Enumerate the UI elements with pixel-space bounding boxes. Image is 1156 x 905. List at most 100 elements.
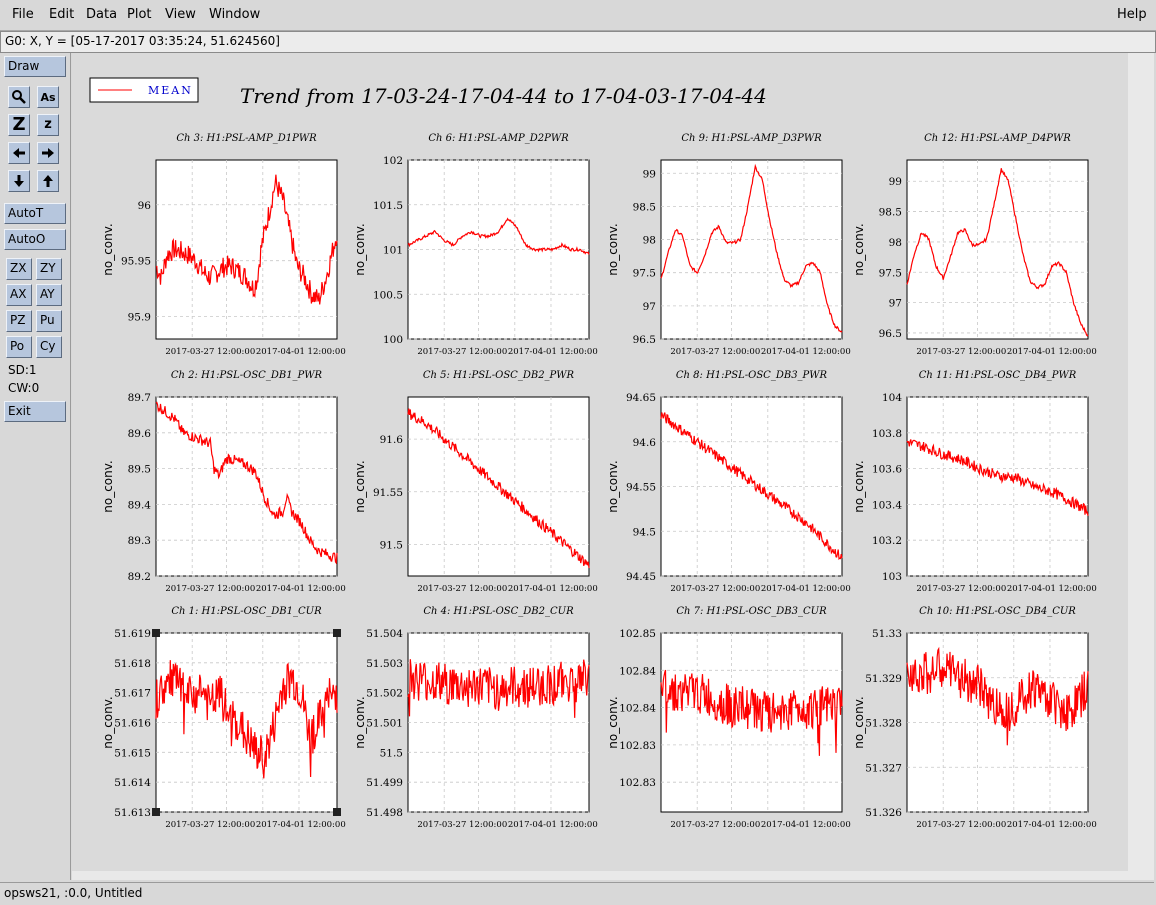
series-line-mean [407, 217, 590, 255]
pan-up-button[interactable] [37, 170, 59, 192]
y-tick-label: 89.7 [128, 392, 151, 404]
legend-text: MEAN [148, 84, 193, 97]
pz-button[interactable]: PZ [6, 310, 32, 332]
coordinate-readout: G0: X, Y = [05-17-2017 03:35:24, 51.6245… [5, 34, 280, 48]
menu-edit[interactable]: Edit [49, 7, 75, 22]
autoo-button[interactable]: AutoO [4, 229, 66, 250]
y-tick-label: 51.618 [114, 658, 151, 670]
pan-left-button[interactable] [8, 142, 30, 164]
ax-button[interactable]: AX [6, 284, 32, 306]
series-line-mean [906, 646, 1089, 746]
y-tick-label: 97.5 [879, 267, 902, 279]
y-tick-label: 91.5 [380, 539, 403, 551]
zoom-out-button[interactable]: z [37, 114, 59, 136]
y-tick-label: 51.617 [114, 688, 151, 700]
zx-button[interactable]: ZX [6, 258, 32, 280]
zoom-in-button[interactable]: Z [8, 114, 30, 136]
x-tick-label: 2017-04-01 12:00:00 [508, 820, 598, 830]
zoom-tool-button[interactable] [8, 86, 30, 108]
pan-down-button[interactable] [8, 170, 30, 192]
x-tick-label: 2017-04-01 12:00:00 [508, 347, 598, 357]
y-tick-label: 94.55 [626, 482, 656, 494]
y-tick-label: 94.65 [626, 392, 656, 404]
menu-data[interactable]: Data [86, 7, 118, 22]
x-tick-label: 2017-03-27 12:00:00 [670, 584, 760, 594]
draw-button-label: Draw [8, 59, 40, 73]
pan-right-button[interactable] [37, 142, 59, 164]
y-tick-label: 51.502 [366, 688, 403, 700]
ay-button-label: AY [40, 287, 55, 301]
y-tick-label: 103.8 [872, 428, 902, 440]
y-tick-label: 51.613 [114, 807, 151, 819]
pu-button[interactable]: Pu [36, 310, 62, 332]
cy-button[interactable]: Cy [36, 336, 62, 358]
autoo-button-label: AutoO [8, 232, 46, 246]
y-tick-label: 51.614 [114, 777, 151, 789]
ax-button-label: AX [10, 287, 27, 301]
arrow-up-icon [43, 175, 53, 187]
arrow-right-icon [42, 148, 54, 158]
chart-title: Trend from 17-03-24-17-04-44 to 17-04-03… [240, 84, 767, 108]
x-tick-label: 2017-03-27 12:00:00 [165, 584, 255, 594]
menu-help[interactable]: Help [1117, 7, 1147, 22]
y-tick-label: 99 [643, 168, 656, 180]
menu-window[interactable]: Window [209, 7, 261, 22]
chart-name: Ch 6: H1:PSL-AMP_D2PWR [428, 133, 569, 144]
trend-plots[interactable]: MEAN Trend from 17-03-24-17-04-44 to 17-0… [72, 53, 1128, 871]
chart-panel: Ch 2: H1:PSL-OSC_DB1_PWR 89.2 89.3 89.4 89.5… [101, 370, 346, 594]
y-tick-label: 98 [889, 237, 902, 249]
y-tick-label: 95.9 [128, 312, 151, 324]
series-line-mean [906, 168, 1089, 337]
chart-panel: Ch 10: H1:PSL-OSC_DB4_CUR 51.326 51.327 51.… [852, 606, 1097, 830]
y-tick-label: 102.83 [619, 740, 656, 752]
chart-panel: Ch 4: H1:PSL-OSC_DB2_CUR 51.498 51.499 51.5… [353, 606, 598, 830]
plot-frame [155, 159, 338, 340]
chart-panel: Ch 5: H1:PSL-OSC_DB2_PWR 91.5 91.55 91.6 201… [353, 370, 598, 594]
y-tick-label: 91.6 [380, 434, 404, 446]
y-axis-label: no_conv. [353, 460, 367, 512]
series-line-mean [660, 412, 843, 561]
arrow-left-icon [13, 148, 25, 158]
y-axis-label: no_conv. [101, 696, 115, 748]
y-tick-label: 98.5 [633, 201, 656, 213]
x-tick-label: 2017-03-27 12:00:00 [916, 820, 1006, 830]
x-tick-label: 2017-04-01 12:00:00 [761, 347, 851, 357]
x-tick-label: 2017-04-01 12:00:00 [256, 820, 346, 830]
y-tick-label: 95.95 [121, 256, 151, 268]
chart-panel: Ch 12: H1:PSL-AMP_D4PWR 96.5 97 97.5 98 98.5 9… [852, 133, 1097, 357]
plot-frame [660, 159, 843, 340]
ay-button[interactable]: AY [36, 284, 62, 306]
status-bar: opsws21, :0.0, Untitled [0, 882, 1154, 904]
menu-plot[interactable]: Plot [127, 7, 152, 22]
draw-button[interactable]: Draw [4, 56, 66, 77]
x-tick-label: 2017-03-27 12:00:00 [417, 584, 507, 594]
y-axis-label: no_conv. [852, 696, 866, 748]
chart-name: Ch 2: H1:PSL-OSC_DB1_PWR [171, 370, 323, 381]
x-tick-label: 2017-04-01 12:00:00 [761, 584, 851, 594]
series-line-mean [155, 660, 338, 779]
menu-view[interactable]: View [165, 7, 196, 22]
zoom-out-label: z [44, 117, 52, 132]
x-tick-label: 2017-03-27 12:00:00 [670, 820, 760, 830]
plot-frame [906, 396, 1089, 577]
x-tick-label: 2017-03-27 12:00:00 [165, 347, 255, 357]
chart-name: Ch 4: H1:PSL-OSC_DB2_CUR [423, 606, 574, 617]
y-axis-label: no_conv. [852, 223, 866, 275]
menu-file[interactable]: File [12, 7, 34, 22]
y-tick-label: 89.3 [128, 535, 151, 547]
exit-button[interactable]: Exit [4, 401, 66, 422]
coordinate-readout-bar: G0: X, Y = [05-17-2017 03:35:24, 51.6245… [0, 31, 1156, 53]
autot-button[interactable]: AutoT [4, 203, 66, 224]
cy-button-label: Cy [40, 339, 56, 353]
y-tick-label: 103.4 [872, 499, 902, 511]
zoom-in-label: Z [12, 114, 26, 135]
zy-button[interactable]: ZY [36, 258, 62, 280]
label-tool-button[interactable]: As [37, 86, 59, 108]
y-tick-label: 102.84 [619, 665, 656, 677]
po-button[interactable]: Po [6, 336, 32, 358]
selection-handle [152, 629, 160, 637]
series-line-mean [155, 401, 338, 565]
status-bar-text: opsws21, :0.0, Untitled [4, 886, 143, 900]
y-tick-label: 51.329 [865, 673, 902, 685]
series-line-mean [407, 659, 590, 718]
